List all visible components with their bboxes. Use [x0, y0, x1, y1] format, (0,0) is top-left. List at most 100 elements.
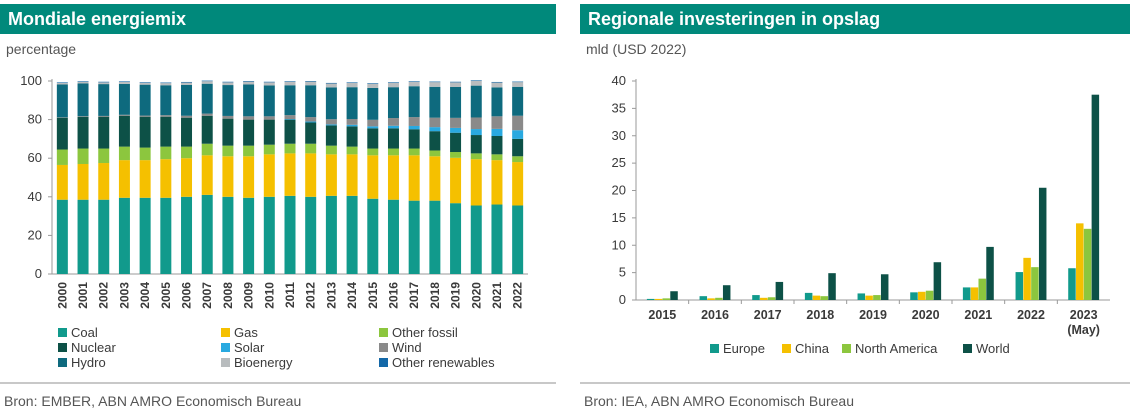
bar-bioenergy-2002 [98, 82, 110, 85]
bar-hydro-2005 [160, 85, 172, 116]
bar-wind-2001 [77, 116, 89, 117]
bar-bioenergy-2001 [77, 81, 89, 84]
bar-north-america-4 [873, 295, 881, 300]
bar-coal-2013 [325, 195, 337, 274]
y-tick-label: 100 [20, 73, 42, 88]
x-tick-label: 2018 [806, 308, 834, 322]
bar-coal-2003 [118, 197, 130, 274]
bar-europe-5 [910, 292, 918, 300]
bar-other-renewables-2000 [56, 82, 68, 83]
x-tick-label: 2011 [283, 282, 297, 308]
bar-china-4 [865, 295, 873, 300]
bar-nuclear-2016 [387, 128, 399, 149]
bar-gas-2016 [387, 155, 399, 200]
storage-investment-chart: 0 5 10 15 20 25 30 35 40 2015 2016 2017 2018 2019 2020… [612, 73, 1110, 337]
bar-other-fossil-2014 [346, 146, 358, 155]
bar-gas-2002 [98, 163, 110, 200]
bar-solar-2014 [346, 124, 358, 127]
bar-world-8 [1091, 94, 1100, 300]
legend-item: Solar [221, 340, 264, 355]
bar-nuclear-2013 [325, 125, 337, 146]
bar-solar-2022 [512, 130, 524, 139]
bar-bioenergy-2008 [222, 82, 234, 86]
bar-nuclear-2017 [408, 129, 420, 149]
bar-north-america-1 [715, 297, 723, 300]
bar-wind-2007 [201, 113, 213, 116]
bar-nuclear-2019 [450, 132, 462, 153]
legend-item: Gas [221, 325, 258, 340]
bar-hydro-2010 [263, 85, 275, 117]
bar-hydro-2000 [56, 84, 68, 118]
bar-bioenergy-2015 [367, 83, 379, 88]
bar-bioenergy-2021 [491, 82, 503, 88]
legend-label: China [795, 341, 829, 356]
bar-nuclear-2010 [263, 119, 275, 145]
legend-label: Wind [392, 340, 422, 355]
bar-bioenergy-2017 [408, 81, 420, 87]
bar-north-america-0 [662, 298, 670, 300]
bar-gas-2010 [263, 154, 275, 197]
bar-wind-2012 [305, 117, 317, 122]
bar-wind-2008 [222, 115, 234, 119]
x-tick-label: 2022 [1017, 308, 1045, 322]
y-tick-label: 35 [612, 100, 626, 115]
storage-investment-panel: Regionale investeringen in opslag mld (U… [580, 0, 1134, 416]
bar-hydro-2013 [325, 87, 337, 120]
bar-bioenergy-2006 [181, 82, 193, 85]
bar-nuclear-2015 [367, 128, 379, 149]
y-tick-label: 60 [28, 150, 42, 165]
bar-bioenergy-2014 [346, 82, 358, 88]
bar-bioenergy-2003 [118, 81, 130, 84]
x-tick-label: 2019 [449, 282, 463, 309]
bar-china-2 [760, 297, 768, 300]
legend-swatch [221, 328, 230, 337]
bar-nuclear-2005 [160, 116, 172, 147]
legend-swatch [221, 343, 230, 352]
bar-coal-2014 [346, 195, 358, 274]
bar-europe-4 [857, 293, 866, 300]
bar-other-renewables-2018 [429, 81, 441, 83]
bar-other-fossil-2008 [222, 145, 234, 157]
x-tick-label: 2021 [490, 282, 504, 309]
bar-world-5 [933, 262, 942, 300]
bar-wind-2004 [139, 115, 151, 117]
bar-solar-2011 [284, 119, 296, 120]
energy-mix-title: Mondiale energiemix [0, 4, 556, 34]
bar-wind-2009 [243, 116, 255, 120]
bar-world-1 [722, 285, 731, 300]
bar-nuclear-2011 [284, 119, 296, 144]
x-tick-label: 2015 [648, 308, 676, 322]
bar-gas-2022 [512, 162, 524, 206]
x-tick-label: 2008 [221, 282, 235, 309]
bar-coal-2007 [201, 194, 213, 274]
bar-bioenergy-2009 [243, 81, 255, 85]
legend-item: Coal [58, 325, 98, 340]
legend-item: Nuclear [58, 340, 116, 355]
bar-other-fossil-2019 [450, 152, 462, 158]
bar-other-renewables-2009 [243, 81, 255, 82]
bar-coal-2020 [470, 205, 482, 274]
legend-item: China [782, 341, 829, 356]
y-tick-label: 0 [35, 266, 42, 281]
bar-coal-2016 [387, 199, 399, 274]
bar-china-8 [1076, 223, 1084, 300]
legend-swatch [58, 343, 67, 352]
x-tick-label-line: (May) [1067, 323, 1100, 337]
legend-item: Other fossil [379, 325, 458, 340]
bar-gas-2011 [284, 153, 296, 196]
bar-coal-2012 [305, 196, 317, 274]
bar-gas-2005 [160, 159, 172, 198]
x-tick-label: 2009 [242, 282, 256, 309]
x-tick-label: 2007 [200, 282, 214, 309]
bar-solar-2017 [408, 125, 420, 130]
bar-hydro-2022 [512, 86, 524, 116]
x-tick-label: 2016 [701, 308, 729, 322]
bar-hydro-2006 [181, 84, 193, 116]
bar-coal-2006 [181, 196, 193, 274]
bar-coal-2010 [263, 196, 275, 274]
bar-hydro-2008 [222, 85, 234, 116]
bar-coal-2011 [284, 195, 296, 274]
y-tick-label: 20 [28, 227, 42, 242]
bar-coal-2000 [56, 199, 68, 274]
bar-hydro-2014 [346, 87, 358, 120]
